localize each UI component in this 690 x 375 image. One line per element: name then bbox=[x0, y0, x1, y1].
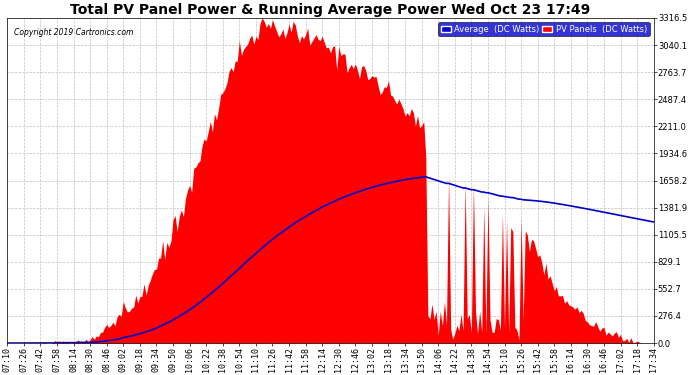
Text: Copyright 2019 Cartronics.com: Copyright 2019 Cartronics.com bbox=[14, 28, 133, 37]
Legend: Average  (DC Watts), PV Panels  (DC Watts): Average (DC Watts), PV Panels (DC Watts) bbox=[438, 22, 649, 36]
Title: Total PV Panel Power & Running Average Power Wed Oct 23 17:49: Total PV Panel Power & Running Average P… bbox=[70, 3, 591, 17]
